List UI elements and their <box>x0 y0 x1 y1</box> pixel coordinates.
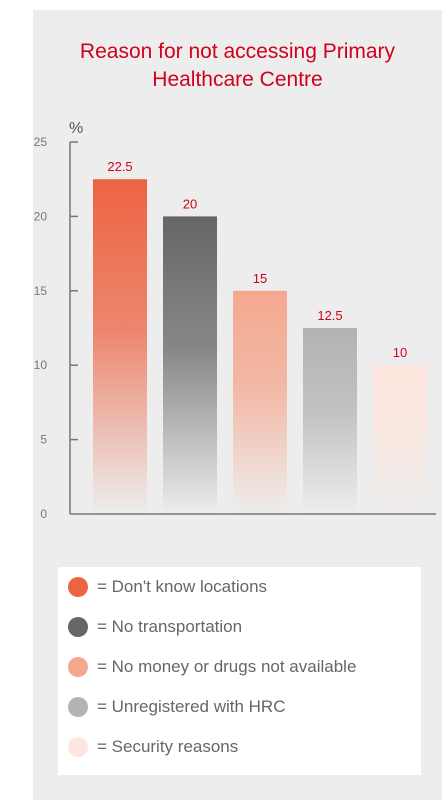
y-tick-label: 10 <box>34 358 48 372</box>
legend-swatch-icon <box>68 617 88 637</box>
y-tick-label: 25 <box>34 135 48 149</box>
legend-item: = No transportation <box>68 615 242 639</box>
y-tick-label: 5 <box>40 433 47 447</box>
chart-bars <box>93 179 427 514</box>
bar-value-label: 10 <box>393 345 407 360</box>
bar <box>163 216 217 514</box>
legend-label: = No transportation <box>97 617 243 636</box>
bar-value-label: 12.5 <box>317 308 342 323</box>
legend-item: = Unregistered with HRC <box>68 695 286 719</box>
bar-value-label: 15 <box>253 271 267 286</box>
y-tick-label: 20 <box>34 209 48 223</box>
legend-item: = No money or drugs not available <box>68 655 356 679</box>
y-axis-label: % <box>69 120 83 137</box>
legend-swatch-icon <box>68 697 88 717</box>
legend-item: = Security reasons <box>68 735 238 759</box>
legend-item: = Don't know locations <box>68 575 267 599</box>
bar <box>233 290 287 514</box>
legend-swatch-icon <box>68 737 88 757</box>
legend-swatch-icon <box>68 577 88 597</box>
legend-swatch-icon <box>68 657 88 677</box>
legend-label: = Don't know locations <box>97 577 268 596</box>
legend-label: = Security reasons <box>97 737 239 756</box>
legend-label: = Unregistered with HRC <box>97 697 286 716</box>
bar <box>303 328 357 514</box>
chart-value-labels: 22.5 20 15 12.5 10 <box>107 159 407 360</box>
bar <box>93 179 147 514</box>
chart-legend: = Don't know locations = No transportati… <box>58 567 421 775</box>
y-tick-label: 15 <box>34 284 48 298</box>
legend-label: = No money or drugs not available <box>97 657 357 676</box>
bar-value-label: 22.5 <box>107 159 132 174</box>
chart-axes: 0 5 10 15 20 25% <box>34 120 436 521</box>
bar-chart: 0 5 10 15 20 25% 22.5 20 15 12.5 10 <box>34 120 436 521</box>
chart-title: Reason for not accessing Primary Healthc… <box>79 40 396 91</box>
bar <box>373 365 427 514</box>
y-tick-label: 0 <box>40 507 47 521</box>
bar-value-label: 20 <box>183 196 197 211</box>
